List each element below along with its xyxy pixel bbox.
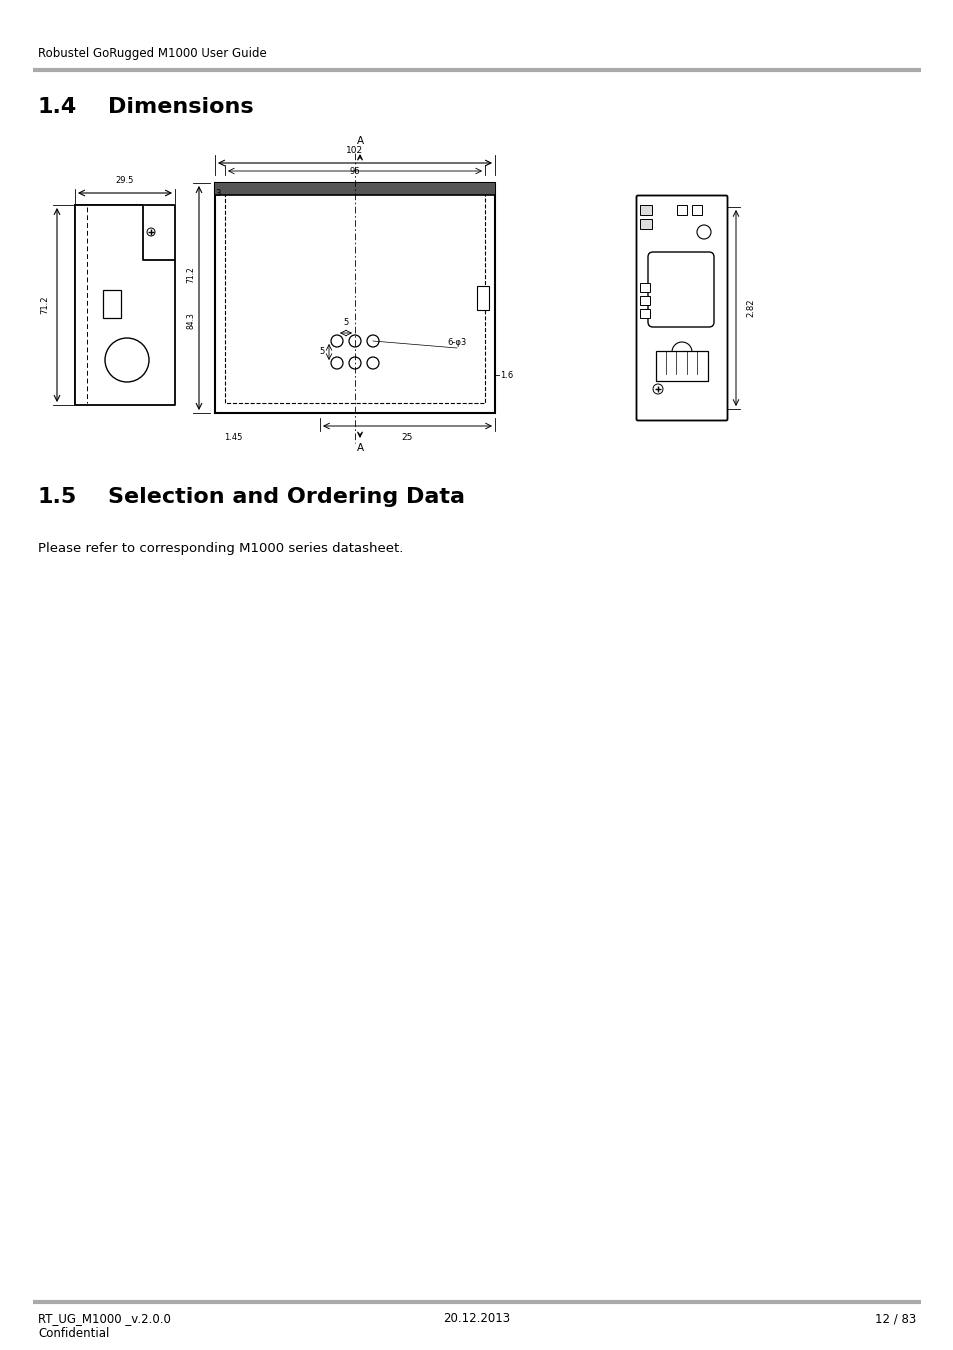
- FancyBboxPatch shape: [647, 252, 713, 327]
- FancyBboxPatch shape: [636, 196, 727, 420]
- Bar: [656, 351, 707, 381]
- Bar: [639, 205, 651, 215]
- Text: Please refer to corresponding M1000 series datasheet.: Please refer to corresponding M1000 seri…: [38, 541, 403, 555]
- Bar: [639, 284, 649, 292]
- Text: 96: 96: [350, 166, 360, 176]
- Polygon shape: [75, 205, 174, 405]
- Bar: [691, 205, 701, 215]
- Bar: [639, 309, 649, 319]
- Text: 2.82: 2.82: [745, 298, 754, 317]
- Text: 1.45: 1.45: [224, 433, 242, 441]
- Text: 6-φ3: 6-φ3: [447, 338, 466, 347]
- Text: 20.12.2013: 20.12.2013: [443, 1312, 510, 1324]
- Text: Confidential: Confidential: [38, 1327, 110, 1341]
- Text: A: A: [356, 136, 363, 146]
- Text: Robustel GoRugged M1000 User Guide: Robustel GoRugged M1000 User Guide: [38, 47, 267, 61]
- Text: 1.4: 1.4: [38, 97, 77, 117]
- Bar: [214, 184, 495, 194]
- Text: Dimensions: Dimensions: [108, 97, 253, 117]
- Text: 71.2: 71.2: [40, 296, 50, 315]
- Text: 71.2: 71.2: [186, 267, 195, 284]
- Bar: [639, 296, 649, 305]
- Text: Selection and Ordering Data: Selection and Ordering Data: [108, 487, 464, 508]
- Text: RT_UG_M1000 _v.2.0.0: RT_UG_M1000 _v.2.0.0: [38, 1312, 171, 1324]
- Bar: [103, 290, 121, 319]
- Bar: [75, 205, 174, 405]
- Text: 5: 5: [319, 347, 324, 356]
- Text: 5: 5: [343, 319, 348, 327]
- Text: 29.5: 29.5: [115, 176, 134, 185]
- Text: 1.6: 1.6: [499, 370, 513, 379]
- Bar: [214, 184, 495, 413]
- Text: 12 / 83: 12 / 83: [874, 1312, 915, 1324]
- Bar: [639, 219, 651, 230]
- Bar: [225, 193, 484, 404]
- Text: 84.3: 84.3: [186, 313, 195, 329]
- Bar: [476, 286, 489, 310]
- Text: 3: 3: [215, 189, 220, 197]
- Text: A: A: [356, 443, 363, 454]
- Bar: [677, 205, 686, 215]
- Text: 25: 25: [401, 433, 413, 441]
- Text: 102: 102: [346, 146, 363, 155]
- Text: 1.5: 1.5: [38, 487, 77, 508]
